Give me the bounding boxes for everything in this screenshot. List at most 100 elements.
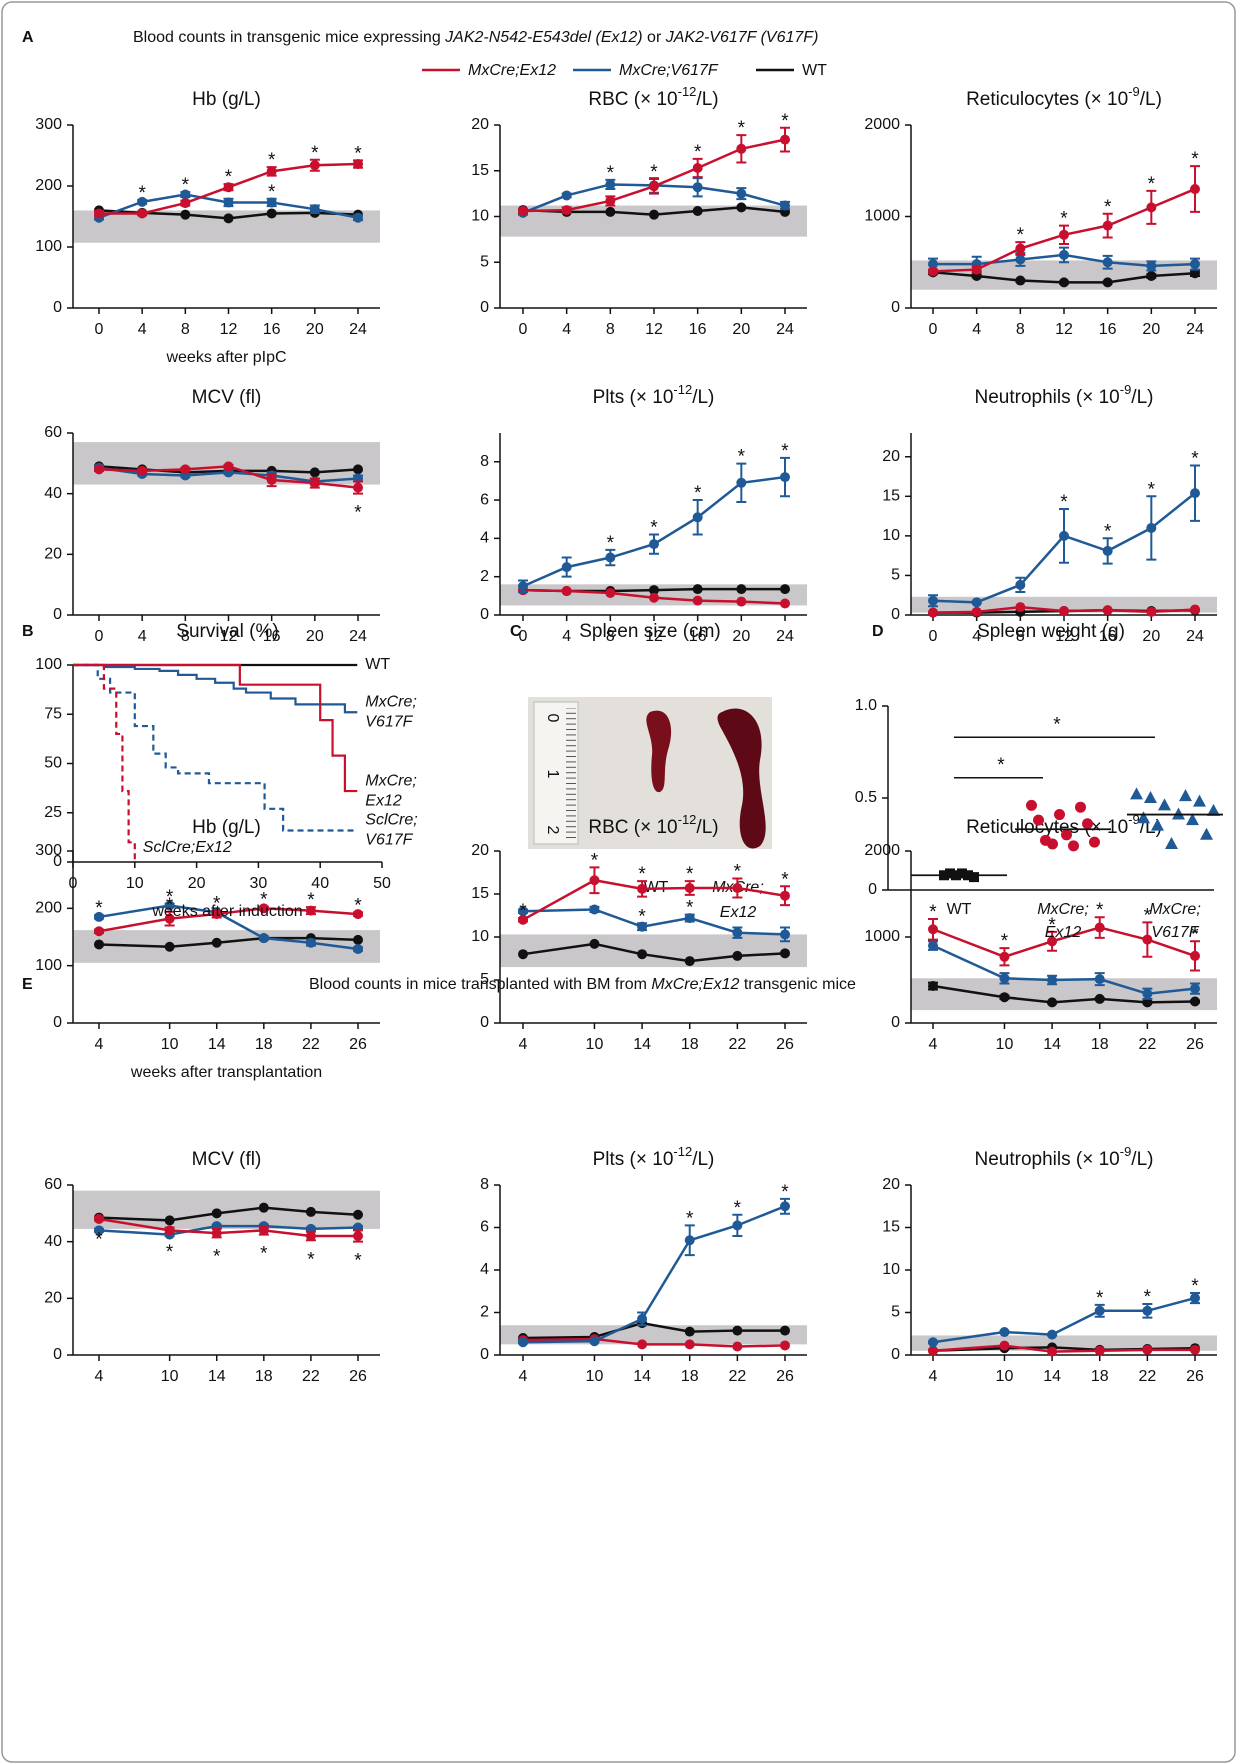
point — [353, 1210, 363, 1220]
significance-star: * — [1053, 714, 1061, 735]
text-part: -9 — [1128, 84, 1140, 99]
text-part: Blood counts in transgenic mice expressi… — [133, 29, 445, 46]
point — [999, 992, 1009, 1002]
x-tick-label: 14 — [1043, 1368, 1061, 1385]
dot — [1075, 802, 1086, 813]
significance-star: * — [1104, 197, 1112, 218]
y-tick-label: 40 — [44, 1233, 62, 1250]
point — [353, 1231, 363, 1241]
x-tick-label: 26 — [1186, 1036, 1204, 1053]
significance-star: * — [354, 895, 362, 916]
point — [928, 1337, 938, 1347]
x-tick-label: 40 — [311, 875, 329, 892]
y-tick-label: 0 — [891, 1014, 900, 1031]
point — [1190, 997, 1200, 1007]
x-tick-label: 26 — [776, 1036, 794, 1053]
point — [259, 1203, 269, 1213]
chart-title: Survival (%) — [176, 621, 278, 642]
point — [999, 973, 1009, 983]
x-tick-label: 18 — [681, 1368, 699, 1385]
curve-label: Ex12 — [365, 792, 402, 809]
x-tick-label: 0 — [95, 628, 104, 645]
x-tick-label: 0 — [929, 628, 938, 645]
y-tick-label: 0 — [868, 881, 877, 898]
x-tick-label: 30 — [250, 875, 268, 892]
point — [518, 206, 528, 216]
normal-range — [911, 978, 1217, 1010]
significance-star: * — [1144, 1287, 1152, 1308]
significance-star: * — [694, 483, 702, 504]
x-tick-label: 12 — [220, 321, 238, 338]
significance-star: * — [268, 150, 276, 171]
point — [562, 586, 572, 596]
point — [589, 1336, 599, 1346]
title: Neutrophils (× 10-9/L) — [975, 382, 1154, 408]
x-tick-label: 10 — [161, 1036, 179, 1053]
significance-star: * — [166, 1242, 174, 1263]
x-tick-label: 4 — [929, 1036, 938, 1053]
significance-star: * — [1191, 149, 1199, 170]
y-tick-label: 100 — [35, 957, 62, 974]
point — [1190, 984, 1200, 994]
text-part: -9 — [1120, 382, 1132, 397]
point — [180, 464, 190, 474]
significance-star: * — [1148, 479, 1156, 500]
significance-star: * — [268, 182, 276, 203]
ruler-ticks — [566, 708, 576, 840]
x-tick-label: 12 — [645, 321, 663, 338]
text-part: Reticulocytes (× 10 — [966, 817, 1128, 838]
ruler-label: 2 — [544, 826, 561, 835]
y-tick-label: 0 — [53, 1014, 62, 1031]
x-tick-label: 16 — [689, 628, 707, 645]
point — [736, 189, 746, 199]
point — [999, 1327, 1009, 1337]
y-tick-label: 0 — [480, 1346, 489, 1363]
x-tick-label: 14 — [208, 1036, 226, 1053]
text-part: MCV (fl) — [192, 387, 262, 408]
point — [1047, 997, 1057, 1007]
text-part: /L) — [696, 89, 718, 110]
point — [1142, 989, 1152, 999]
y-tick-label: 2 — [480, 568, 489, 585]
significance-star: * — [1096, 1288, 1104, 1309]
point — [518, 581, 528, 591]
point — [1190, 1345, 1200, 1355]
point — [637, 1314, 647, 1324]
x-tick-label: 26 — [349, 1036, 367, 1053]
significance-star: * — [182, 175, 190, 196]
significance-star: * — [1096, 900, 1104, 921]
point — [732, 1326, 742, 1336]
curve-label: MxCre; — [365, 772, 417, 789]
point — [212, 1208, 222, 1218]
x-tick-label: 12 — [1055, 321, 1073, 338]
y-tick-label: 20 — [44, 1290, 62, 1307]
x-tick-label: 4 — [562, 321, 571, 338]
y-tick-label: 20 — [882, 1176, 900, 1193]
x-tick-label: 22 — [302, 1368, 320, 1385]
point — [353, 213, 363, 223]
point — [1095, 923, 1105, 933]
y-tick-label: 15 — [882, 1219, 900, 1236]
x-tick-label: 4 — [929, 1368, 938, 1385]
x-tick-label: 24 — [776, 628, 794, 645]
significance-star: * — [781, 441, 789, 462]
point — [1015, 276, 1025, 286]
significance-star: * — [686, 1208, 694, 1229]
point — [306, 938, 316, 948]
point — [693, 182, 703, 192]
x-axis-label: weeks after pIpC — [165, 349, 286, 366]
point — [306, 1207, 316, 1217]
text-part: /L) — [1140, 89, 1162, 110]
y-tick-label: 0 — [53, 853, 62, 870]
y-tick-label: 200 — [35, 900, 62, 917]
x-tick-label: 14 — [633, 1368, 651, 1385]
significance-star: * — [1191, 1276, 1199, 1297]
significance-star: * — [138, 183, 146, 204]
x-tick-label: 20 — [732, 321, 750, 338]
y-tick-label: 50 — [44, 755, 62, 772]
point — [518, 1337, 528, 1347]
x-tick-label: Ex12 — [1045, 924, 1082, 941]
panel-label: E — [22, 976, 33, 993]
photo-label: Ex12 — [720, 904, 757, 921]
x-tick-label: 16 — [1099, 321, 1117, 338]
